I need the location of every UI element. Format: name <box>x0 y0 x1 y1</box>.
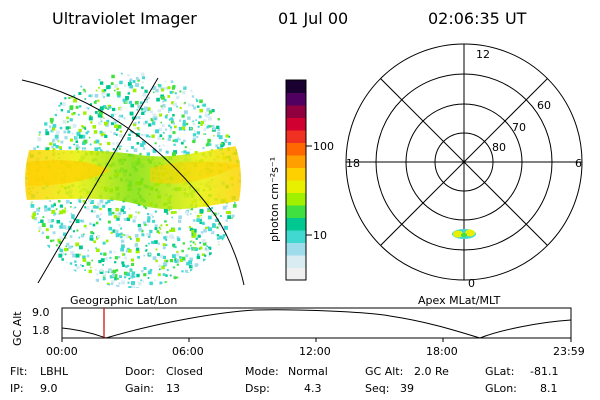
altitude-xticks <box>61 338 572 342</box>
gain-label: Gain: <box>125 382 154 395</box>
colorbar-segment <box>286 192 306 206</box>
mlt-label-18: 18 <box>346 157 360 170</box>
flt-label: Flt: <box>10 365 28 378</box>
altitude-curve <box>61 309 572 339</box>
uv-image-disk <box>25 72 241 288</box>
mode-value: Normal <box>288 365 328 378</box>
colorbar-segment <box>286 242 306 256</box>
auroral-band <box>25 145 241 210</box>
gcalt-label: GC Alt: <box>365 365 404 378</box>
glat-label: GLat: <box>485 365 515 378</box>
door-label: Door: <box>125 365 155 378</box>
colorbar-unit-label: photon cm⁻²s⁻¹ <box>268 156 281 242</box>
glon-label: GLon: <box>485 382 517 395</box>
glon-value: 8.1 <box>540 382 558 395</box>
mlt-label-0: 0 <box>468 277 475 290</box>
mlat-label-70: 70 <box>512 121 526 134</box>
colorbar-segment <box>286 117 306 131</box>
colorbar-segment <box>286 130 306 143</box>
mlat-label-80: 80 <box>492 141 506 154</box>
colorbar-tick-label-10: 10 <box>313 229 327 242</box>
colorbar <box>286 80 306 281</box>
altitude-ytop-label: 9.0 <box>32 306 50 319</box>
instrument-title: Ultraviolet Imager <box>52 9 197 28</box>
ip-label: IP: <box>10 382 24 395</box>
dsp-label: Dsp: <box>245 382 270 395</box>
colorbar-segment <box>286 167 306 181</box>
xtick-label-0000: 00:00 <box>46 345 78 358</box>
altitude-ylabel: GC Alt <box>11 311 24 346</box>
time-label: 02:06:35 UT <box>428 9 527 28</box>
colorbar-segment <box>286 267 306 281</box>
flt-value: LBHL <box>40 365 69 378</box>
gcalt-value: 2.0 Re <box>414 365 449 378</box>
polar-aurora-spot <box>452 229 476 239</box>
mlt-label-6: 6 <box>575 157 582 170</box>
ip-value: 9.0 <box>40 382 58 395</box>
colorbar-segment <box>286 142 306 156</box>
colorbar-segment <box>286 217 306 231</box>
colorbar-segment <box>286 80 306 93</box>
door-value: Closed <box>166 365 203 378</box>
colorbar-segment <box>286 180 306 193</box>
altitude-plot <box>61 307 572 342</box>
geo-grid-lines <box>21 77 245 286</box>
dsp-value: 4.3 <box>304 382 322 395</box>
seq-value: 39 <box>400 382 414 395</box>
colorbar-segment <box>286 155 306 168</box>
seq-label: Seq: <box>365 382 390 395</box>
xtick-label-1800: 18:00 <box>426 345 458 358</box>
colorbar-segment <box>286 205 306 218</box>
colorbar-tick-label-100: 100 <box>313 140 334 153</box>
xtick-label-2359: 23:59 <box>553 345 585 358</box>
colorbar-segment <box>286 255 306 268</box>
colorbar-segment <box>286 105 306 118</box>
xtick-label-0600: 06:00 <box>172 345 204 358</box>
colorbar-segment <box>286 230 306 243</box>
polar-plot <box>345 43 583 281</box>
glat-value: -81.1 <box>530 365 559 378</box>
mlt-label-12: 12 <box>476 48 490 61</box>
altitude-ybottom-label: 1.8 <box>32 324 50 337</box>
mlat-label-60: 60 <box>537 99 551 112</box>
date-label: 01 Jul 00 <box>278 9 349 28</box>
gain-value: 13 <box>166 382 180 395</box>
geo-map-label: Geographic Lat/Lon <box>70 294 178 307</box>
xtick-label-1200: 12:00 <box>299 345 331 358</box>
colorbar-frame <box>285 79 307 281</box>
mode-label: Mode: <box>245 365 279 378</box>
polar-map-label: Apex MLat/MLT <box>418 294 501 307</box>
colorbar-segment <box>286 92 306 106</box>
